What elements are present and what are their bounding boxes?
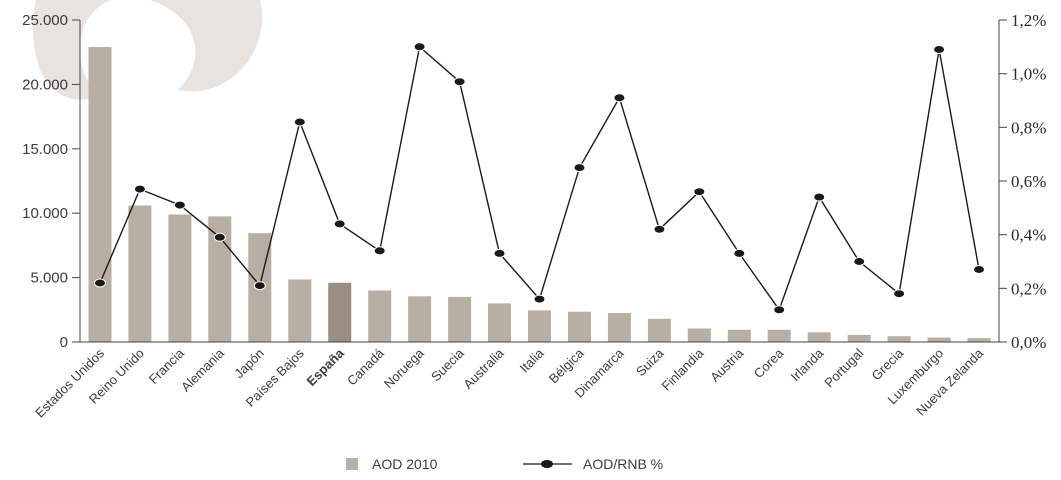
legend: AOD 2010 AOD/RNB % (346, 456, 663, 472)
category-label-10: Australia (460, 345, 507, 392)
category-label-20: Grecia (869, 345, 907, 383)
right-tick-label-3: 0,6% (1011, 172, 1046, 191)
category-label-17: Corea (751, 345, 787, 381)
right-axis: 0,0% 0,2% 0,4% 0,6% 0,8% 1,0% 1,2% (998, 11, 1046, 352)
left-tick-label-3: 15.000 (22, 141, 68, 158)
left-tick-label-2: 10.000 (22, 205, 68, 222)
category-label-19: Portugal (821, 345, 866, 390)
line-point-21 (933, 45, 946, 54)
category-label-4: Japón (231, 346, 267, 382)
bar-7 (368, 290, 392, 342)
category-label-16: Austria (707, 345, 747, 385)
decorative-shape (32, 0, 263, 100)
line-point-4 (253, 281, 266, 291)
decorative-logo-shape (32, 0, 263, 100)
line-point-5 (293, 117, 306, 127)
bar-1 (128, 205, 152, 342)
bar-10 (488, 303, 511, 342)
bar-14 (647, 318, 671, 342)
right-tick-label-4: 0,8% (1011, 118, 1046, 137)
bar-12 (568, 311, 591, 342)
bar-16 (727, 329, 751, 342)
bar-13 (607, 313, 631, 342)
left-tick-label-0: 0 (60, 334, 68, 351)
line-point-11 (533, 294, 546, 304)
line-point-3 (213, 232, 226, 242)
line-point-20 (893, 289, 906, 299)
line-point-2 (173, 200, 186, 210)
bar-17 (767, 329, 791, 342)
line-path (99, 45, 980, 312)
line-point-18 (813, 192, 826, 202)
bar-22 (967, 338, 991, 342)
legend-line-marker (541, 460, 553, 468)
line-point-7 (373, 246, 386, 256)
bar-9 (448, 296, 472, 342)
bar-11 (528, 310, 551, 342)
right-tick-label-2: 0,4% (1011, 226, 1046, 245)
legend-bar-swatch (346, 458, 358, 470)
bar-6 (328, 282, 352, 342)
left-tick-label-4: 20.000 (22, 76, 68, 93)
category-label-8: Noruega (381, 345, 427, 391)
legend-bar-label: AOD 2010 (372, 456, 438, 472)
category-label-15: Finlandia (659, 345, 707, 393)
category-label-3: Alemania (178, 345, 227, 394)
bar-2 (168, 214, 192, 342)
left-axis: 0 5.000 10.000 15.000 20.000 25.000 (22, 12, 999, 351)
line-point-22 (973, 265, 985, 274)
category-label-9: Suecia (428, 345, 467, 384)
line-point-15 (693, 187, 706, 197)
right-tick-label-6: 1,2% (1011, 11, 1046, 30)
line-point-6 (333, 219, 346, 229)
line-point-17 (773, 305, 786, 315)
left-tick-label-1: 5.000 (30, 270, 68, 287)
left-tick-label-5: 25.000 (22, 12, 68, 29)
bar-18 (807, 332, 831, 342)
bar-21 (927, 337, 951, 342)
category-label-14: Suiza (633, 345, 667, 379)
right-tick-label-1: 0,2% (1011, 279, 1046, 298)
bar-3 (208, 216, 232, 342)
category-label-11: Italia (517, 345, 548, 376)
line-point-13 (613, 93, 626, 103)
right-tick-label-5: 1,0% (1011, 65, 1046, 84)
bar-5 (288, 279, 312, 342)
bar-19 (847, 334, 871, 342)
category-label-18: Irlanda (788, 345, 827, 384)
line-point-12 (573, 163, 586, 173)
bar-15 (687, 328, 711, 342)
bar-8 (408, 296, 432, 342)
category-label-0: Estados Unidos (32, 345, 107, 420)
legend-line-label: AOD/RNB % (583, 456, 663, 472)
line-point-0 (94, 278, 106, 288)
bar-20 (887, 336, 911, 342)
line-point-1 (133, 184, 146, 194)
line-point-9 (453, 77, 466, 87)
right-tick-label-0: 0,0% (1011, 333, 1046, 352)
line-point-8 (413, 42, 426, 52)
line-point-16 (733, 248, 746, 258)
line-point-10 (493, 248, 506, 258)
category-label-6: España (304, 345, 348, 389)
bar-0 (88, 47, 112, 342)
line-series (94, 42, 985, 315)
line-point-19 (853, 257, 866, 266)
line-point-14 (653, 224, 666, 234)
